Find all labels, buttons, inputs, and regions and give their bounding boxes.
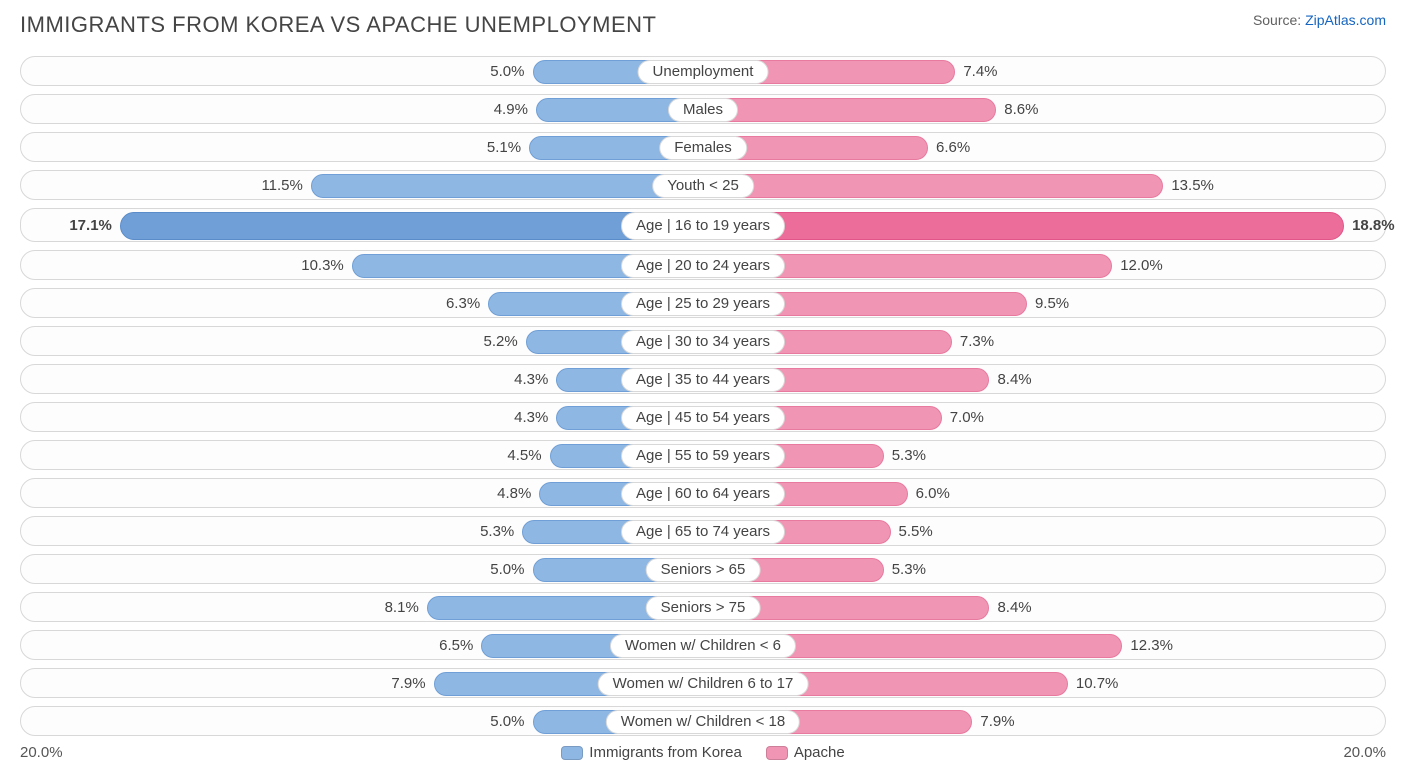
category-label: Age | 20 to 24 years bbox=[621, 254, 785, 278]
chart-row: 5.2% 7.3% Age | 30 to 34 years bbox=[20, 326, 1386, 356]
value-right: 7.4% bbox=[963, 57, 997, 87]
chart-row: 4.9% 8.6% Males bbox=[20, 94, 1386, 124]
category-label: Age | 35 to 44 years bbox=[621, 368, 785, 392]
value-right: 8.6% bbox=[1004, 95, 1038, 125]
category-label: Females bbox=[659, 136, 747, 160]
value-left: 5.2% bbox=[483, 327, 517, 357]
value-right: 10.7% bbox=[1076, 669, 1119, 699]
chart-row: 4.5% 5.3% Age | 55 to 59 years bbox=[20, 440, 1386, 470]
value-left: 5.0% bbox=[490, 57, 524, 87]
chart-row: 5.0% 5.3% Seniors > 65 bbox=[20, 554, 1386, 584]
chart-row: 5.0% 7.4% Unemployment bbox=[20, 56, 1386, 86]
value-right: 12.3% bbox=[1130, 631, 1173, 661]
source-prefix: Source: bbox=[1253, 12, 1305, 28]
category-label: Age | 25 to 29 years bbox=[621, 292, 785, 316]
value-right: 8.4% bbox=[997, 365, 1031, 395]
chart-row: 11.5% 13.5% Youth < 25 bbox=[20, 170, 1386, 200]
legend-label-left: Immigrants from Korea bbox=[589, 744, 742, 761]
category-label: Women w/ Children 6 to 17 bbox=[598, 672, 809, 696]
chart-row: 6.3% 9.5% Age | 25 to 29 years bbox=[20, 288, 1386, 318]
chart-row: 10.3% 12.0% Age | 20 to 24 years bbox=[20, 250, 1386, 280]
value-left: 4.5% bbox=[507, 441, 541, 471]
value-left: 7.9% bbox=[391, 669, 425, 699]
value-right: 7.3% bbox=[960, 327, 994, 357]
bar-right bbox=[703, 212, 1344, 240]
chart-row: 8.1% 8.4% Seniors > 75 bbox=[20, 592, 1386, 622]
chart-row: 4.8% 6.0% Age | 60 to 64 years bbox=[20, 478, 1386, 508]
chart-source: Source: ZipAtlas.com bbox=[1253, 12, 1386, 28]
value-left: 5.3% bbox=[480, 517, 514, 547]
axis-max-right: 20.0% bbox=[1343, 744, 1386, 761]
value-right: 5.3% bbox=[892, 441, 926, 471]
value-right: 5.5% bbox=[899, 517, 933, 547]
legend-swatch-left bbox=[561, 746, 583, 760]
diverging-bar-chart: 5.0% 7.4% Unemployment 4.9% 8.6% Males 5.1% 6.6… bbox=[20, 56, 1386, 736]
category-label: Women w/ Children < 18 bbox=[606, 710, 800, 734]
chart-row: 4.3% 7.0% Age | 45 to 54 years bbox=[20, 402, 1386, 432]
bar-right bbox=[703, 98, 996, 122]
category-label: Age | 55 to 59 years bbox=[621, 444, 785, 468]
chart-row: 6.5% 12.3% Women w/ Children < 6 bbox=[20, 630, 1386, 660]
chart-row: 7.9% 10.7% Women w/ Children 6 to 17 bbox=[20, 668, 1386, 698]
chart-footer: 20.0% Immigrants from Korea Apache 20.0% bbox=[20, 744, 1386, 761]
value-left: 8.1% bbox=[385, 593, 419, 623]
value-left: 11.5% bbox=[261, 171, 302, 201]
chart-row: 5.0% 7.9% Women w/ Children < 18 bbox=[20, 706, 1386, 736]
category-label: Males bbox=[668, 98, 738, 122]
value-left: 4.8% bbox=[497, 479, 531, 509]
legend-item-right: Apache bbox=[766, 744, 845, 761]
chart-title: IMMIGRANTS FROM KOREA VS APACHE UNEMPLOY… bbox=[20, 12, 656, 38]
value-left: 5.1% bbox=[487, 133, 521, 163]
legend-item-left: Immigrants from Korea bbox=[561, 744, 742, 761]
category-label: Unemployment bbox=[638, 60, 769, 84]
value-left: 5.0% bbox=[490, 555, 524, 585]
category-label: Age | 60 to 64 years bbox=[621, 482, 785, 506]
category-label: Seniors > 75 bbox=[646, 596, 761, 620]
value-left: 5.0% bbox=[490, 707, 524, 737]
value-right: 7.0% bbox=[950, 403, 984, 433]
value-left: 4.9% bbox=[494, 95, 528, 125]
chart-row: 5.3% 5.5% Age | 65 to 74 years bbox=[20, 516, 1386, 546]
value-right: 13.5% bbox=[1171, 171, 1214, 201]
category-label: Youth < 25 bbox=[652, 174, 754, 198]
bar-left bbox=[120, 212, 703, 240]
value-left: 4.3% bbox=[514, 365, 548, 395]
source-link[interactable]: ZipAtlas.com bbox=[1305, 12, 1386, 28]
legend-swatch-right bbox=[766, 746, 788, 760]
bar-left bbox=[311, 174, 703, 198]
value-left: 4.3% bbox=[514, 403, 548, 433]
value-right: 5.3% bbox=[892, 555, 926, 585]
category-label: Seniors > 65 bbox=[646, 558, 761, 582]
value-left: 6.5% bbox=[439, 631, 473, 661]
value-right: 18.8% bbox=[1352, 209, 1395, 239]
category-label: Age | 65 to 74 years bbox=[621, 520, 785, 544]
chart-row: 5.1% 6.6% Females bbox=[20, 132, 1386, 162]
bar-right bbox=[703, 174, 1163, 198]
value-left: 17.1% bbox=[69, 209, 112, 239]
value-right: 7.9% bbox=[980, 707, 1014, 737]
category-label: Age | 16 to 19 years bbox=[621, 212, 785, 240]
chart-row: 17.1%18.8%Age | 16 to 19 years bbox=[20, 208, 1386, 242]
value-right: 6.6% bbox=[936, 133, 970, 163]
chart-row: 4.3% 8.4% Age | 35 to 44 years bbox=[20, 364, 1386, 394]
value-right: 9.5% bbox=[1035, 289, 1069, 319]
category-label: Women w/ Children < 6 bbox=[610, 634, 796, 658]
legend: Immigrants from Korea Apache bbox=[63, 744, 1344, 761]
value-left: 10.3% bbox=[301, 251, 344, 281]
value-left: 6.3% bbox=[446, 289, 480, 319]
category-label: Age | 30 to 34 years bbox=[621, 330, 785, 354]
value-right: 8.4% bbox=[997, 593, 1031, 623]
axis-max-left: 20.0% bbox=[20, 744, 63, 761]
category-label: Age | 45 to 54 years bbox=[621, 406, 785, 430]
chart-header: IMMIGRANTS FROM KOREA VS APACHE UNEMPLOY… bbox=[20, 12, 1386, 38]
legend-label-right: Apache bbox=[794, 744, 845, 761]
value-right: 6.0% bbox=[916, 479, 950, 509]
value-right: 12.0% bbox=[1120, 251, 1163, 281]
